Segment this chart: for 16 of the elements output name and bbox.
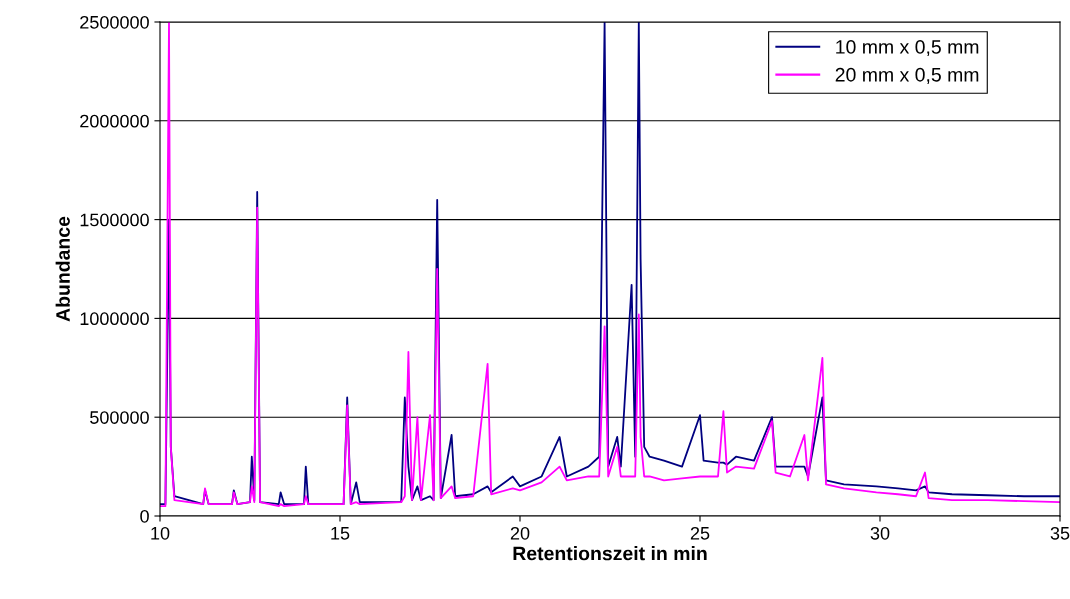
y-tick-label: 500000: [90, 411, 149, 424]
x-tick-label: 10: [151, 526, 170, 540]
x-axis-title: Retentionszeit in min: [513, 546, 707, 561]
legend-label: 10 mm x 0,5 mm: [836, 40, 979, 57]
y-tick-label: 1000000: [80, 312, 149, 326]
y-tick-label: 0: [140, 509, 149, 523]
x-tick-label: 25: [690, 526, 710, 540]
x-tick-label: 15: [331, 527, 350, 540]
y-tick-label: 2000000: [80, 114, 149, 128]
y-tick-label: 2500000: [80, 15, 149, 29]
x-tick-label: 20: [510, 526, 530, 540]
x-tick-label: 35: [1050, 526, 1070, 540]
y-tick-label: 1500000: [80, 213, 149, 227]
x-tick-label: 30: [870, 526, 890, 540]
y-axis-title: Abundance: [55, 216, 70, 322]
legend-label: 20 mm x 0,5 mm: [835, 67, 979, 84]
